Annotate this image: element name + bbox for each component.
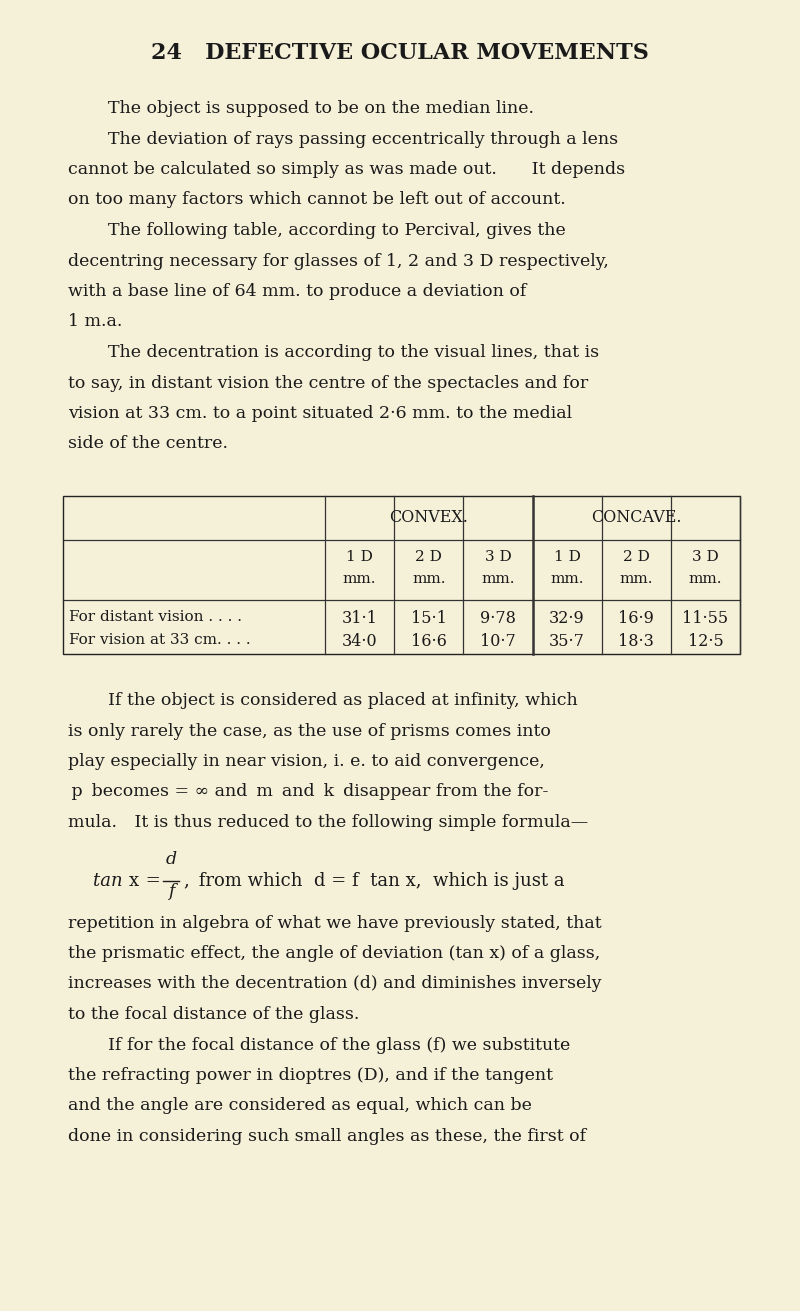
Text: 34·0: 34·0 — [342, 633, 378, 650]
Text: 3 D: 3 D — [485, 551, 511, 564]
Text: repetition in algebra of what we have previously stated, that: repetition in algebra of what we have pr… — [68, 915, 602, 932]
Text: mm.: mm. — [550, 572, 584, 586]
Text: The deviation of rays passing eccentrically through a lens: The deviation of rays passing eccentrica… — [108, 131, 618, 148]
Text: 1 m.a.: 1 m.a. — [68, 313, 122, 330]
Text: to the focal distance of the glass.: to the focal distance of the glass. — [68, 1006, 359, 1023]
Text: 15·1: 15·1 — [411, 610, 446, 627]
Text: ,: , — [183, 872, 189, 889]
Text: If for the focal distance of the glass (f) we substitute: If for the focal distance of the glass (… — [108, 1037, 570, 1054]
Text: mm.: mm. — [343, 572, 376, 586]
Text: with a base line of 64 mm. to produce a deviation of: with a base line of 64 mm. to produce a … — [68, 283, 526, 300]
Text: 24   DEFECTIVE OCULAR MOVEMENTS: 24 DEFECTIVE OCULAR MOVEMENTS — [151, 42, 649, 64]
Text: to say, in distant vision the centre of the spectacles and for: to say, in distant vision the centre of … — [68, 375, 588, 392]
Text: 2 D: 2 D — [415, 551, 442, 564]
Text: 16·9: 16·9 — [618, 610, 654, 627]
Text: The following table, according to Percival, gives the: The following table, according to Perciv… — [108, 222, 566, 239]
Bar — [63, 496, 740, 654]
Text: The object is supposed to be on the median line.: The object is supposed to be on the medi… — [108, 100, 534, 117]
Text: d: d — [166, 852, 177, 868]
Text: If the object is considered as placed at infinity, which: If the object is considered as placed at… — [108, 692, 578, 709]
Text: mm.: mm. — [481, 572, 514, 586]
Text: 9·78: 9·78 — [480, 610, 516, 627]
Text: 32·9: 32·9 — [550, 610, 585, 627]
Text: For distant vision . . . .: For distant vision . . . . — [69, 610, 242, 624]
Text: 35·7: 35·7 — [549, 633, 585, 650]
Text: 3 D: 3 D — [692, 551, 718, 564]
Text: the prismatic effect, the angle of deviation (tan x) of a glass,: the prismatic effect, the angle of devia… — [68, 945, 600, 962]
Text: x: x — [129, 872, 139, 889]
Text: The decentration is according to the visual lines, that is: The decentration is according to the vis… — [108, 343, 599, 361]
Text: mm.: mm. — [619, 572, 653, 586]
Text: mula. It is thus reduced to the following simple formula—: mula. It is thus reduced to the followin… — [68, 814, 588, 831]
Text: play especially in near vision, i. e. to aid convergence,: play especially in near vision, i. e. to… — [68, 753, 545, 770]
Text: CONCAVE.: CONCAVE. — [591, 510, 682, 527]
Text: 10·7: 10·7 — [480, 633, 516, 650]
Text: 31·1: 31·1 — [342, 610, 378, 627]
Text: on too many factors which cannot be left out of account.: on too many factors which cannot be left… — [68, 191, 566, 208]
Text: 12·5: 12·5 — [687, 633, 723, 650]
Text: is only rarely the case, as the use of prisms comes into: is only rarely the case, as the use of p… — [68, 722, 551, 739]
Text: decentring necessary for glasses of 1, 2 and 3 D respectively,: decentring necessary for glasses of 1, 2… — [68, 253, 609, 270]
Text: and the angle are considered as equal, which can be: and the angle are considered as equal, w… — [68, 1097, 532, 1114]
Text: side of the centre.: side of the centre. — [68, 435, 228, 452]
Text: 1 D: 1 D — [346, 551, 373, 564]
Text: increases with the decentration (d) and diminishes inversely: increases with the decentration (d) and … — [68, 975, 602, 992]
Text: from which  d = f  tan x,  which is just a: from which d = f tan x, which is just a — [193, 872, 565, 889]
Text: For vision at 33 cm. . . .: For vision at 33 cm. . . . — [69, 633, 250, 648]
Text: =: = — [140, 872, 166, 889]
Text: tan: tan — [93, 872, 128, 889]
Text: mm.: mm. — [689, 572, 722, 586]
Text: 18·3: 18·3 — [618, 633, 654, 650]
Text: p  becomes = ∞ and  m  and  k  disappear from the for-: p becomes = ∞ and m and k disappear from… — [68, 784, 548, 801]
Text: 16·6: 16·6 — [411, 633, 446, 650]
Text: done in considering such small angles as these, the first of: done in considering such small angles as… — [68, 1127, 586, 1145]
Text: cannot be calculated so simply as was made out.  It depends: cannot be calculated so simply as was ma… — [68, 161, 625, 178]
Text: vision at 33 cm. to a point situated 2·6 mm. to the medial: vision at 33 cm. to a point situated 2·6… — [68, 405, 572, 422]
Text: the refracting power in dioptres (D), and if the tangent: the refracting power in dioptres (D), an… — [68, 1067, 553, 1084]
Text: CONVEX.: CONVEX. — [390, 510, 468, 527]
Text: mm.: mm. — [412, 572, 446, 586]
Text: 11·55: 11·55 — [682, 610, 729, 627]
Text: 2 D: 2 D — [623, 551, 650, 564]
Text: f: f — [168, 882, 174, 899]
Text: 1 D: 1 D — [554, 551, 581, 564]
